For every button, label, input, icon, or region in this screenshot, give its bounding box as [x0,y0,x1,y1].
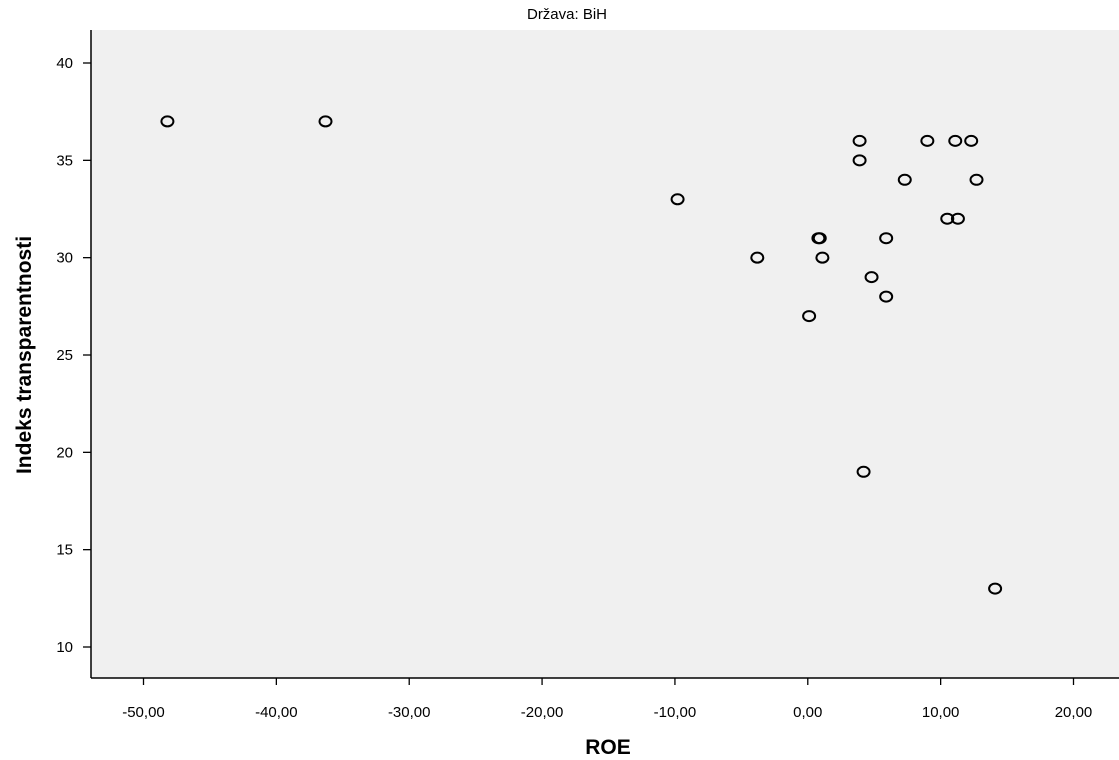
data-point [879,290,894,303]
data-point [988,582,1003,595]
data-points [160,115,1003,595]
data-point [815,251,830,264]
y-tick-label: 40 [56,55,73,72]
x-tick-label: -10,00 [654,704,697,721]
data-point [920,134,935,147]
x-tick-label: -50,00 [122,704,165,721]
plot-area [91,30,1119,678]
data-point [950,212,965,225]
data-point [852,134,867,147]
y-tick-label: 35 [56,152,73,169]
data-point [318,115,333,128]
x-axis-title: ROE [585,736,631,759]
data-point [750,251,765,264]
data-point [802,310,817,323]
data-point [897,173,912,186]
data-point [940,212,955,225]
x-tick-label: 10,00 [922,704,960,721]
data-point [969,173,984,186]
x-tick-label: -20,00 [521,704,564,721]
y-tick-label: 15 [56,542,73,559]
x-tick-label: 0,00 [793,704,822,721]
chart-title: Država: BiH [527,6,607,23]
y-tick-label: 10 [56,639,73,656]
data-point [864,271,879,284]
x-ticks: -50,00 -40,00 -30,00 -20,00 -10,00 0,00 10,00 2… [122,678,1092,721]
y-tick-label: 30 [56,250,73,267]
y-axis-title: Indeks transparentnosti [13,236,36,474]
data-point [856,465,871,478]
data-point [852,154,867,167]
data-point [964,134,979,147]
x-tick-label: -30,00 [388,704,431,721]
data-point [948,134,963,147]
x-tick-label: 20,00 [1055,704,1093,721]
data-point [670,193,685,206]
x-tick-label: -40,00 [255,704,298,721]
y-ticks: 10 15 20 25 30 35 40 [56,55,91,656]
y-tick-label: 25 [56,347,73,364]
y-tick-label: 20 [56,444,73,461]
data-point [879,232,894,245]
data-point [160,115,175,128]
data-point [812,232,827,245]
